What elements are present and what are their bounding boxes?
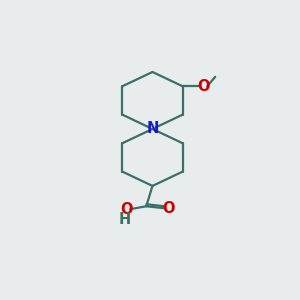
Text: H: H [118, 212, 131, 227]
Text: O: O [162, 201, 175, 216]
Text: O: O [120, 202, 133, 217]
Text: N: N [146, 122, 159, 136]
Text: O: O [197, 79, 210, 94]
